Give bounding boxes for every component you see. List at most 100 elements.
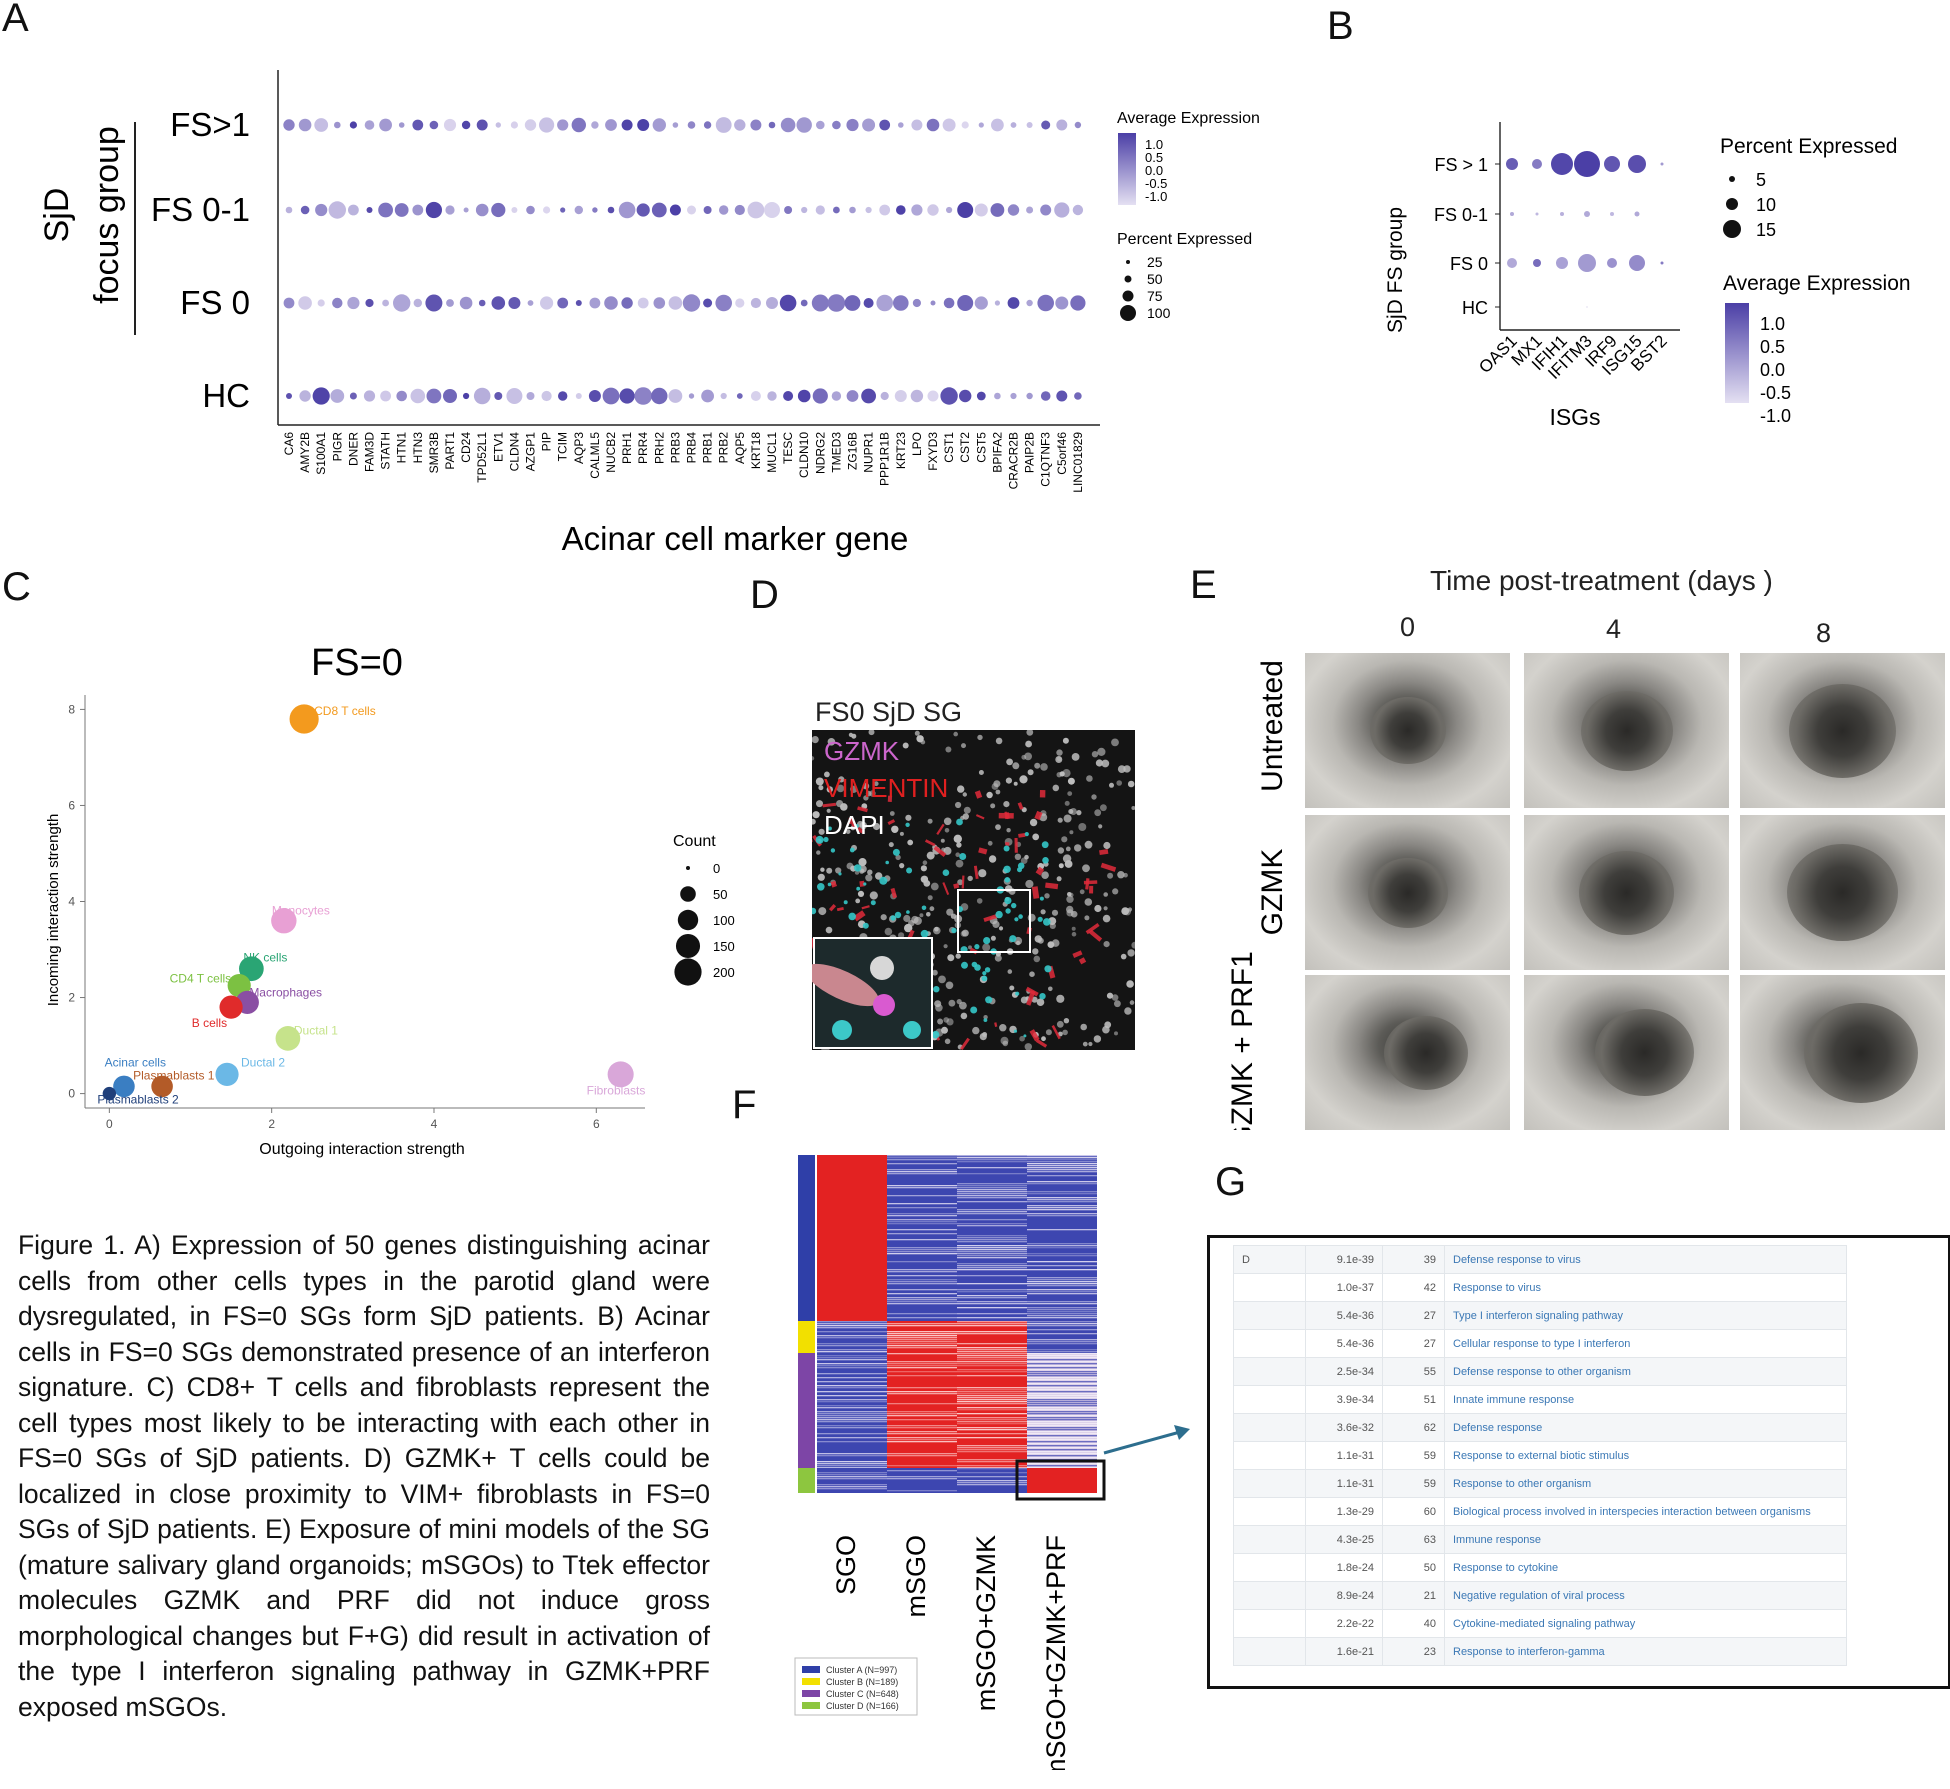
panel-f-heat-stripe: [817, 1411, 887, 1413]
panel-d-nucleus: [1040, 763, 1048, 771]
panel-a-dot: [1040, 391, 1051, 401]
panel-e-organoid-image: [1524, 815, 1729, 970]
panel-f-heat-stripe: [887, 1333, 957, 1335]
panel-d-nucleus: [1041, 1036, 1046, 1042]
panel-g-cell-n: 42: [1382, 1273, 1445, 1302]
panel-g-cell-p: 4.3e-25: [1305, 1525, 1383, 1554]
panel-f-heat-stripe: [817, 1474, 887, 1476]
panel-d-vimentin-signal: [1026, 990, 1036, 1006]
panel-f-heat-stripe: [887, 1157, 957, 1159]
panel-d-nucleus: [826, 786, 833, 793]
panel-d-signal: [970, 1006, 978, 1014]
panel-d-vimentin-signal: [960, 1037, 970, 1050]
panel-a-dot: [540, 296, 554, 310]
panel-c-xlabel: Outgoing interaction strength: [259, 1141, 464, 1158]
panel-d-nucleus: [1032, 833, 1040, 841]
panel-a-dot: [779, 294, 797, 312]
panel-f-heat-stripe: [817, 1484, 887, 1486]
panel-a-dot: [286, 393, 292, 399]
panel-f-heat-stripe: [887, 1289, 957, 1291]
panel-d-nucleus: [1056, 876, 1062, 882]
panel-g-cell-n: 40: [1382, 1609, 1445, 1638]
panel-f-heat-stripe: [957, 1173, 1027, 1175]
panel-a-dot: [312, 387, 330, 405]
panel-c-point-label: Ductal 1: [294, 1023, 338, 1037]
panel-f-heat-stripe: [1027, 1447, 1097, 1449]
panel-f-heat-stripe: [887, 1331, 957, 1333]
panel-f-heat-stripe: [957, 1451, 1027, 1453]
panel-g-cell-p: 2.5e-34: [1305, 1357, 1383, 1386]
panel-f-heat-stripe: [1027, 1383, 1097, 1385]
panel-f-heat-block: [957, 1353, 1027, 1468]
panel-d-nucleus: [835, 867, 842, 874]
panel-a-dot: [734, 204, 745, 216]
panel-g-cell-term: Innate immune response: [1444, 1385, 1847, 1414]
panel-d-vimentin-signal: [978, 847, 988, 855]
panel-f-heat-stripe: [1027, 1175, 1097, 1177]
panel-f-heat-stripe: [887, 1203, 957, 1205]
panel-d-nucleus: [1029, 971, 1035, 977]
panel-c-point-label: CD4 T cells: [170, 972, 232, 986]
panel-c-point-label: Plasmablasts 1: [133, 1068, 215, 1082]
panel-a-gene-label: TESC: [781, 432, 795, 464]
panel-f-heat-block: [887, 1155, 957, 1321]
panel-f-heat-stripe: [887, 1233, 957, 1235]
panel-a-dot: [476, 119, 488, 131]
panel-d-nucleus: [1025, 879, 1034, 889]
panel-d-nucleus: [1014, 853, 1022, 860]
panel-a-dot: [618, 201, 636, 219]
panel-a-dot: [378, 202, 393, 218]
panel-d-nucleus: [1036, 998, 1045, 1006]
panel-c-point: [102, 1086, 117, 1101]
panel-d-nucleus: [816, 800, 823, 808]
panel-g-cell-cluster: [1233, 1441, 1306, 1470]
panel-f-heat-stripe: [1027, 1431, 1097, 1433]
panel-f-heat-stripe: [887, 1415, 957, 1417]
panel-f-heat-stripe: [887, 1281, 957, 1283]
panel-d-nucleus: [946, 908, 954, 916]
panel-d-nucleus: [1106, 992, 1114, 999]
panel-a-gene-label: TPD52L1: [475, 432, 489, 483]
panel-f-heat-stripe: [1027, 1357, 1097, 1359]
panel-d-nucleus: [987, 840, 993, 846]
panel-d-nucleus: [937, 1018, 944, 1025]
panel-f-heat-stripe: [1027, 1207, 1097, 1209]
panel-f-heat-stripe: [887, 1187, 957, 1189]
panel-a-dot: [687, 205, 696, 215]
panel-d-nucleus: [1071, 753, 1080, 761]
panel-d-nucleus: [907, 839, 914, 846]
panel-d-nucleus: [1123, 765, 1131, 773]
panel-g-table-row: 1.6e-21 23 Response to interferon-gamma: [1233, 1637, 1847, 1666]
panel-d-nucleus: [914, 730, 920, 736]
panel-f-heat-stripe: [1027, 1409, 1097, 1411]
panel-g-cell-n: 62: [1382, 1413, 1445, 1442]
panel-f-heat-stripe: [817, 1391, 887, 1393]
panel-a-dot: [429, 120, 439, 130]
panel-g-cell-cluster: [1233, 1581, 1306, 1610]
panel-f-heat-stripe: [817, 1349, 887, 1351]
panel-a-gene-label: HTN3: [411, 432, 425, 464]
panel-f-heat-stripe: [1027, 1397, 1097, 1399]
panel-e-row-labels: Untreated GZMK GZMK + PRF1: [1226, 660, 1289, 1130]
panel-d-nucleus: [1093, 1035, 1102, 1043]
panel-e-organoid: [1579, 851, 1674, 935]
panel-b-dot: [1507, 258, 1517, 268]
panel-a-gene-label: FXYD3: [926, 432, 940, 471]
panel-a-gene-label: AQP5: [733, 432, 747, 464]
panel-f-heat-stripe: [1027, 1165, 1097, 1167]
panel-f-heat-stripe: [817, 1351, 887, 1353]
panel-d-nucleus: [903, 914, 911, 923]
panel-a-dot: [1026, 392, 1033, 400]
panel-a-dot: [588, 390, 601, 402]
panel-f-heat-stripe: [957, 1291, 1027, 1293]
panel-f-heat-stripe: [957, 1427, 1027, 1429]
panel-d-vimentin-signal: [848, 817, 855, 825]
panel-d-nucleus: [982, 1032, 988, 1037]
panel-f-heat-stripe: [1027, 1155, 1097, 1157]
panel-a-dot: [801, 206, 808, 214]
panel-a-dot: [898, 122, 904, 128]
panel-d-nucleus: [920, 875, 929, 883]
panel-g-table-row: 2.2e-22 40 Cytokine-mediated signaling pat…: [1233, 1609, 1847, 1638]
panel-d-nucleus: [1058, 863, 1064, 869]
panel-f-heat-stripe: [817, 1337, 887, 1339]
